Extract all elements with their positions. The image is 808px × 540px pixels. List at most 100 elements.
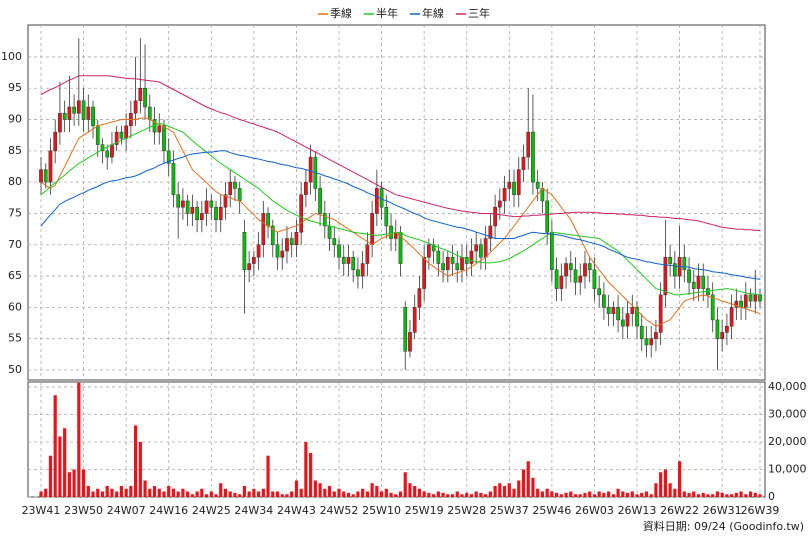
candle-body [441,263,445,271]
candle-body [138,87,143,102]
volume-bar [692,491,696,497]
candle-body [512,181,516,195]
volume-bar [167,485,171,497]
candle-body [729,307,734,327]
y-tick-label: 90 [8,113,22,126]
legend-label: 三年 [468,6,490,20]
candle-body [559,275,564,289]
candle-body [76,100,81,114]
volume-bar [96,488,100,497]
volume-bar [659,472,663,497]
volume-bar [413,485,417,497]
volume-bar [526,461,530,497]
candle-body [587,263,592,271]
candle-body [691,282,696,289]
candle-body [564,263,568,277]
x-tick-label: 24W34 [234,504,273,517]
volume-panel [27,381,766,498]
candle-body [341,257,346,264]
volume-bar [611,494,615,497]
candle-body [190,206,195,214]
price-panel [27,24,766,381]
volume-bar [100,491,105,497]
volume-bar [209,491,213,497]
candle-body [616,307,620,321]
volume-bar [531,477,535,497]
candle-body [412,307,417,333]
candle-body [663,257,668,296]
candle-body [237,188,242,202]
volume-bar [365,491,369,497]
candle-body [427,244,431,258]
candle-body [280,250,285,258]
x-tick-label: 23W50 [64,504,103,517]
volume-bar [677,461,682,497]
volume-bar [261,488,265,497]
candle-body [67,106,72,120]
candle-body [285,238,289,252]
volume-bar [110,488,114,497]
x-tick-label: 26W39 [741,504,780,517]
candle-body [143,87,147,108]
candle-body [370,213,374,246]
candle-body [110,144,114,158]
candle-body [521,156,526,170]
volume-bar [346,492,351,497]
volume-bar [58,436,62,497]
candle-body [124,125,128,139]
candle-body [81,100,86,120]
candle-body [720,332,725,339]
volume-bar [545,488,549,497]
volume-bar [597,491,601,497]
candle-body [673,263,677,277]
volume-bar [200,488,204,497]
candle-body [166,150,171,164]
x-tick-label: 24W25 [192,504,231,517]
candle-body [455,263,460,271]
candle-body [256,244,261,258]
candle-body [635,307,639,327]
candle-body [483,238,488,258]
candle-body [114,131,119,145]
y2-tick-label: 0 [768,490,775,503]
volume-bar [512,488,516,497]
volume-bar [375,485,379,497]
volume-bar [654,483,658,497]
candle-body [365,244,370,264]
volume-bar [394,494,398,497]
candle-body [360,263,365,277]
candle-body [181,200,185,208]
candle-body [493,206,497,227]
volume-bar [625,492,630,497]
ma-line [40,122,761,296]
volume-bar [39,491,43,497]
volume-bar [748,491,753,497]
volume-bar [484,494,488,497]
volume-bar [280,494,284,497]
volume-bar [190,494,194,497]
candle-body [247,263,251,271]
volume-bar [635,494,639,497]
candle-body [573,269,578,283]
y-tick-label: 65 [8,269,22,282]
candle-body [195,206,199,220]
candle-body [275,244,280,258]
candle-body [687,269,691,283]
y-tick-label: 55 [8,332,22,345]
volume-bar [342,491,346,497]
candle-body [725,325,729,333]
volume-bar [422,491,426,497]
volume-bar [275,491,280,497]
volume-bar [583,492,587,497]
volume-bar [602,492,606,497]
volume-bar [569,491,573,497]
y-tick-label: 70 [8,238,22,251]
volume-bar [361,488,365,497]
volume-bar [105,485,109,497]
volume-bar [493,485,497,497]
candle-body [450,257,455,264]
candle-body [408,332,412,352]
volume-bar [706,494,710,497]
volume-bar [44,488,48,497]
volume-bar [389,492,393,497]
